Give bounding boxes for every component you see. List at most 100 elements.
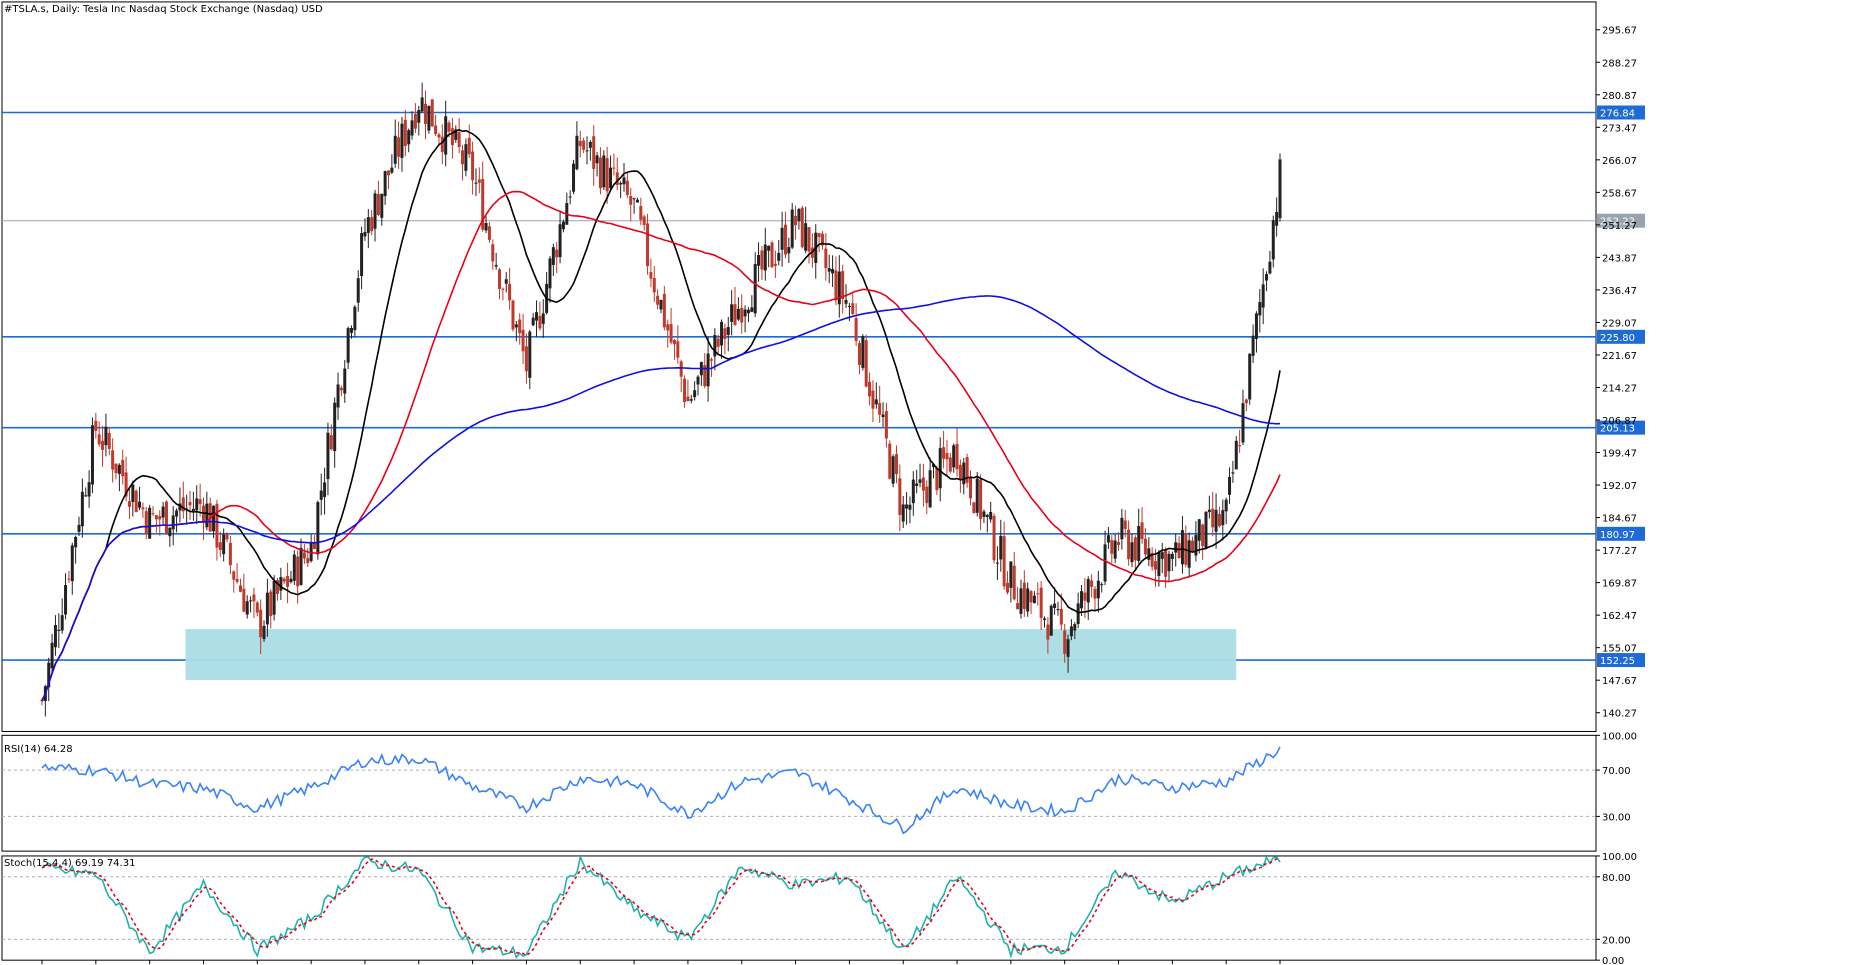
candle-body (201, 505, 205, 523)
time-axis: 23 Jan 202314 Feb 20239 Mar 202331 Mar 2… (41, 960, 1281, 965)
price-tick-label: 280.87 (1602, 91, 1637, 102)
candle-body (898, 478, 902, 515)
price-tick-label: 221.67 (1602, 351, 1637, 362)
candle-body (683, 378, 687, 402)
price-tick-label: 266.07 (1602, 156, 1637, 167)
level-label-bg (1597, 105, 1645, 120)
candle-body (376, 194, 380, 215)
candle-body (471, 151, 475, 181)
candle-body (679, 361, 683, 377)
candle-body (797, 209, 801, 222)
candle-body (413, 114, 417, 129)
candle-body (168, 527, 172, 537)
candle-body (218, 542, 222, 550)
candle-body (1187, 540, 1191, 568)
candle-body (1012, 565, 1016, 600)
candle-body (1248, 353, 1252, 400)
candle-body (1019, 588, 1023, 614)
candle-body (1113, 540, 1117, 559)
price-tick-label: 184.67 (1602, 514, 1637, 525)
candle-body (598, 157, 602, 189)
current-price-label-bg (1597, 213, 1645, 228)
price-tick-label: 243.87 (1602, 253, 1637, 264)
candle-body (659, 299, 663, 310)
rsi-tick-label: 100.00 (1602, 731, 1637, 742)
candle-body (255, 602, 259, 613)
candle-body (420, 97, 424, 112)
price-tick-label: 177.27 (1602, 546, 1637, 557)
candle-body (535, 312, 539, 321)
candle-body (568, 196, 572, 198)
candle-body (77, 524, 81, 532)
candle-body (693, 390, 697, 398)
candle-body (1046, 624, 1050, 640)
price-axis: 295.67 288.27 280.87 273.47 266.07 258.67 251.… (1596, 26, 1637, 720)
candle-body (504, 279, 508, 284)
candle-body (1201, 524, 1205, 547)
candle-body (141, 507, 145, 510)
candle-body (1221, 510, 1225, 526)
candle-body (1268, 261, 1272, 274)
price-tick-label: 214.27 (1602, 383, 1637, 394)
candle-body (541, 313, 545, 324)
candle-body (387, 170, 391, 176)
candle-body (995, 562, 999, 564)
candle-body (1103, 544, 1107, 582)
candle-body (1160, 552, 1164, 559)
candle-body (905, 504, 909, 509)
candle-body (908, 504, 912, 510)
candle-body (713, 334, 717, 357)
candle-body (121, 459, 125, 477)
candle-body (952, 445, 956, 468)
candle-body (457, 132, 461, 148)
candle-body (131, 484, 135, 502)
candle-body (275, 580, 279, 594)
candle-body (1204, 511, 1208, 549)
candle-body (767, 245, 771, 251)
candle-body (619, 183, 623, 185)
candle-body (807, 227, 811, 252)
candle-body (474, 182, 478, 184)
candle-body (1211, 508, 1215, 528)
candle-body (242, 588, 246, 612)
candle-body (430, 99, 434, 127)
candle-body (1217, 513, 1221, 527)
candle-body (837, 271, 841, 305)
candle-body (864, 340, 868, 387)
candle-body (730, 304, 734, 322)
candle-body (484, 223, 488, 231)
price-tick-label: 199.47 (1602, 449, 1637, 460)
candle-body (1157, 552, 1161, 576)
candle-body (434, 125, 438, 134)
candle-body (481, 178, 485, 230)
candle-body (148, 507, 152, 539)
candle-body (723, 328, 727, 340)
candle-body (1231, 472, 1235, 474)
rsi-line (41, 746, 1281, 835)
rsi-tick-label: 70.00 (1602, 766, 1631, 777)
candle-body (1137, 526, 1141, 562)
candle-body (1002, 536, 1006, 587)
candle-body (1100, 584, 1104, 586)
candle-body (1238, 445, 1242, 447)
candle-body (356, 278, 360, 303)
candle-body (151, 513, 155, 515)
candle-body (198, 499, 202, 504)
candle-body (262, 625, 266, 640)
candle-body (393, 135, 397, 164)
candle-body (676, 341, 680, 358)
candle-body (117, 464, 121, 474)
candle-body (107, 433, 111, 449)
candle-body (222, 534, 226, 555)
candle-body (740, 307, 744, 323)
level-label-bg (1597, 526, 1645, 541)
candle-body (461, 150, 465, 165)
level-lines: 276.84 225.80 205.13 180.97 152.25 252.22 (2, 105, 1645, 668)
stoch-tick-label: 80.00 (1602, 873, 1631, 884)
candle-body (746, 309, 750, 314)
candle-body (1241, 403, 1245, 443)
candle-body (757, 255, 761, 266)
candle-body (1164, 549, 1168, 577)
candle-body (74, 536, 78, 548)
